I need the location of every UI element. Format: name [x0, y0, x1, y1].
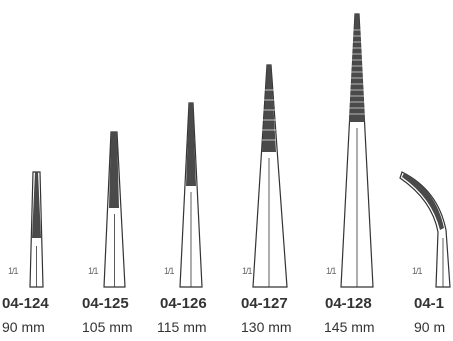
item-length: 90 mm: [2, 319, 45, 335]
item-length: 115 mm: [157, 319, 207, 335]
instrument-item: 1/1 04-127 130 mm: [238, 0, 328, 341]
instrument-item: 1/1 04-1 90 m: [399, 0, 453, 341]
scale-label: 1/1: [88, 266, 98, 276]
instrument-item: 1/1 04-125 105 mm: [80, 0, 170, 341]
item-length: 105 mm: [82, 319, 133, 335]
straight-forceps-icon: [179, 102, 203, 288]
curved-forceps-icon: [399, 171, 451, 288]
scale-label: 1/1: [326, 266, 336, 276]
straight-forceps-icon: [103, 131, 126, 288]
straight-forceps-icon: [252, 64, 288, 288]
instrument-item: 1/1 04-126 115 mm: [157, 0, 250, 341]
item-length: 145 mm: [324, 319, 375, 335]
item-code: 04-125: [82, 295, 129, 312]
straight-forceps-icon: [29, 171, 44, 288]
scale-label: 1/1: [164, 266, 174, 276]
scale-label: 1/1: [8, 266, 18, 276]
item-length: 90 m: [414, 319, 446, 335]
instrument-item: 1/1 04-124 90 mm: [0, 0, 90, 341]
scale-label: 1/1: [412, 266, 422, 276]
straight-forceps-icon: [340, 13, 374, 288]
item-code: 04-127: [241, 295, 288, 312]
item-code: 04-1: [414, 295, 445, 312]
item-code: 04-124: [2, 295, 49, 312]
item-code: 04-128: [325, 295, 372, 312]
item-length: 130 mm: [241, 319, 292, 335]
scale-label: 1/1: [242, 266, 252, 276]
item-code: 04-126: [160, 295, 207, 312]
instrument-item: 1/1 04-128 145 mm: [322, 0, 412, 341]
